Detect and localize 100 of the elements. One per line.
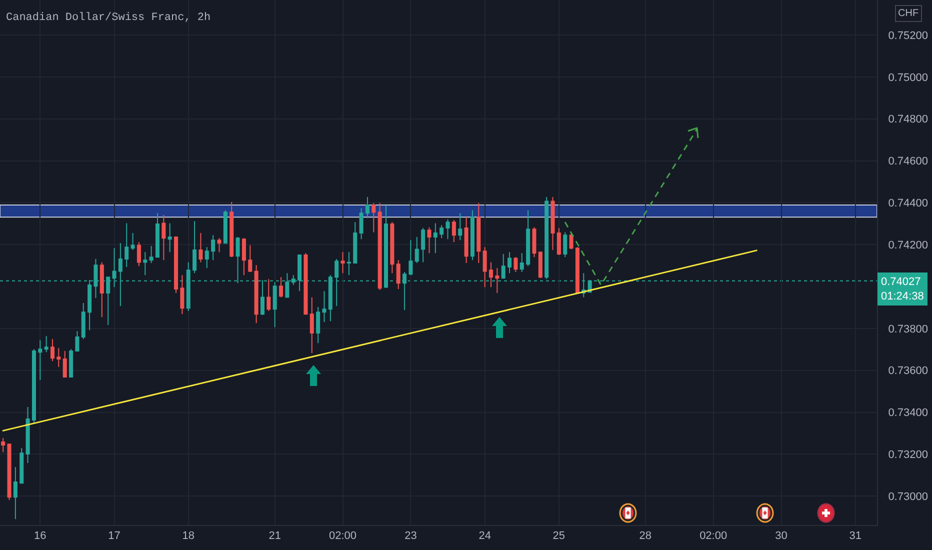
candlestick xyxy=(62,350,67,378)
x-tick-label: 17 xyxy=(108,530,120,542)
candlestick xyxy=(266,278,271,312)
candlestick xyxy=(340,252,345,274)
candlestick xyxy=(136,242,141,267)
y-tick-label: 0.73400 xyxy=(888,407,928,420)
candlestick xyxy=(384,204,388,289)
candlestick xyxy=(520,252,524,273)
candlestick xyxy=(353,222,358,264)
candlestick xyxy=(230,202,234,258)
y-tick-label: 0.74200 xyxy=(888,239,928,252)
candlestick xyxy=(421,228,426,263)
candlestick xyxy=(155,212,160,258)
candlestick xyxy=(501,254,506,279)
candlestick xyxy=(162,214,166,261)
candlestick xyxy=(414,236,419,264)
candlestick xyxy=(192,220,197,274)
candlestick xyxy=(458,212,462,241)
candlestick xyxy=(38,340,42,380)
candlestick xyxy=(304,252,308,315)
candlestick xyxy=(433,222,438,254)
candlestick xyxy=(378,202,382,291)
candlestick xyxy=(248,244,252,273)
candlestick xyxy=(13,466,18,520)
y-tick-label: 0.73800 xyxy=(888,323,928,336)
candlestick xyxy=(149,246,154,264)
candlestick xyxy=(569,232,574,250)
candlestick xyxy=(310,296,314,354)
y-tick-label: 0.75000 xyxy=(888,72,928,84)
candlestick xyxy=(538,252,542,279)
candlestick xyxy=(346,252,351,276)
ref-line-label: 0.74027 01:24:38 xyxy=(881,276,924,302)
candlestick xyxy=(204,246,209,269)
y-tick-label: 0.73600 xyxy=(888,365,928,378)
candlestick xyxy=(365,196,370,219)
text: Canadian Dollar/Swiss Franc, 2h xyxy=(6,12,211,24)
candlestick xyxy=(217,238,222,253)
candlestick xyxy=(1,438,6,453)
candlestick xyxy=(359,208,364,240)
x-tick-label: 24 xyxy=(478,530,491,542)
candlestick xyxy=(44,336,48,353)
candlestick xyxy=(124,222,129,268)
x-tick-label: 31 xyxy=(849,530,862,542)
candlestick xyxy=(488,262,494,288)
candlestick xyxy=(211,234,216,261)
candlestick xyxy=(56,348,61,368)
candlestick xyxy=(452,220,456,243)
candlestick xyxy=(223,210,228,244)
candlestick xyxy=(32,348,36,424)
candlestick xyxy=(532,226,536,258)
y-tick-label: 0.74800 xyxy=(888,114,928,126)
y-tick-label: 0.74400 xyxy=(888,198,928,210)
x-tick-label: 21 xyxy=(268,530,281,542)
y-tick-label: 0.73200 xyxy=(888,449,928,462)
candlestick xyxy=(440,224,444,239)
candlestick xyxy=(446,218,450,240)
candlestick xyxy=(396,260,400,290)
x-tick-label: 02:00 xyxy=(329,530,357,542)
candlestick xyxy=(279,276,284,298)
candlestick xyxy=(180,274,184,315)
candlestick xyxy=(508,252,512,274)
candlestick xyxy=(198,232,203,263)
candlestick xyxy=(272,282,277,328)
candlestick xyxy=(495,268,500,294)
candlestick xyxy=(470,210,474,261)
candlestick xyxy=(7,443,12,501)
x-tick-label: 28 xyxy=(639,530,652,542)
candlestick xyxy=(575,246,580,294)
candlestick xyxy=(390,222,394,274)
candlestick xyxy=(408,240,413,276)
candlestick xyxy=(514,256,518,273)
candlestick xyxy=(526,210,530,267)
candlestick xyxy=(242,238,246,276)
candlestick xyxy=(464,216,468,264)
y-tick-label: 0.75200 xyxy=(888,30,928,42)
candlestick xyxy=(476,202,481,264)
x-tick-label: 23 xyxy=(404,530,417,542)
candlestick xyxy=(254,264,258,324)
candlestick xyxy=(130,232,135,251)
x-tick-label: 16 xyxy=(34,530,46,542)
x-tick-label: 02:00 xyxy=(700,530,728,542)
x-tick-label: 18 xyxy=(182,530,194,542)
candlestick xyxy=(143,252,148,276)
y-tick-label: 0.74600 xyxy=(888,156,928,168)
y-axis-title: CHF xyxy=(898,8,919,19)
x-tick-label: 25 xyxy=(552,530,566,542)
candlestick xyxy=(174,236,178,294)
candlestick xyxy=(372,202,376,233)
x-tick-label: 30 xyxy=(775,530,788,542)
candlestick xyxy=(482,246,487,288)
candlestick xyxy=(81,302,86,340)
candlestick xyxy=(50,338,55,362)
candlestick xyxy=(75,330,80,352)
candlestick xyxy=(100,262,104,318)
candlestick xyxy=(168,222,172,253)
candlestick xyxy=(26,406,30,464)
candlestick xyxy=(550,196,555,251)
candlestick xyxy=(322,290,326,323)
candlestick xyxy=(69,348,74,378)
candlestick xyxy=(316,306,320,344)
